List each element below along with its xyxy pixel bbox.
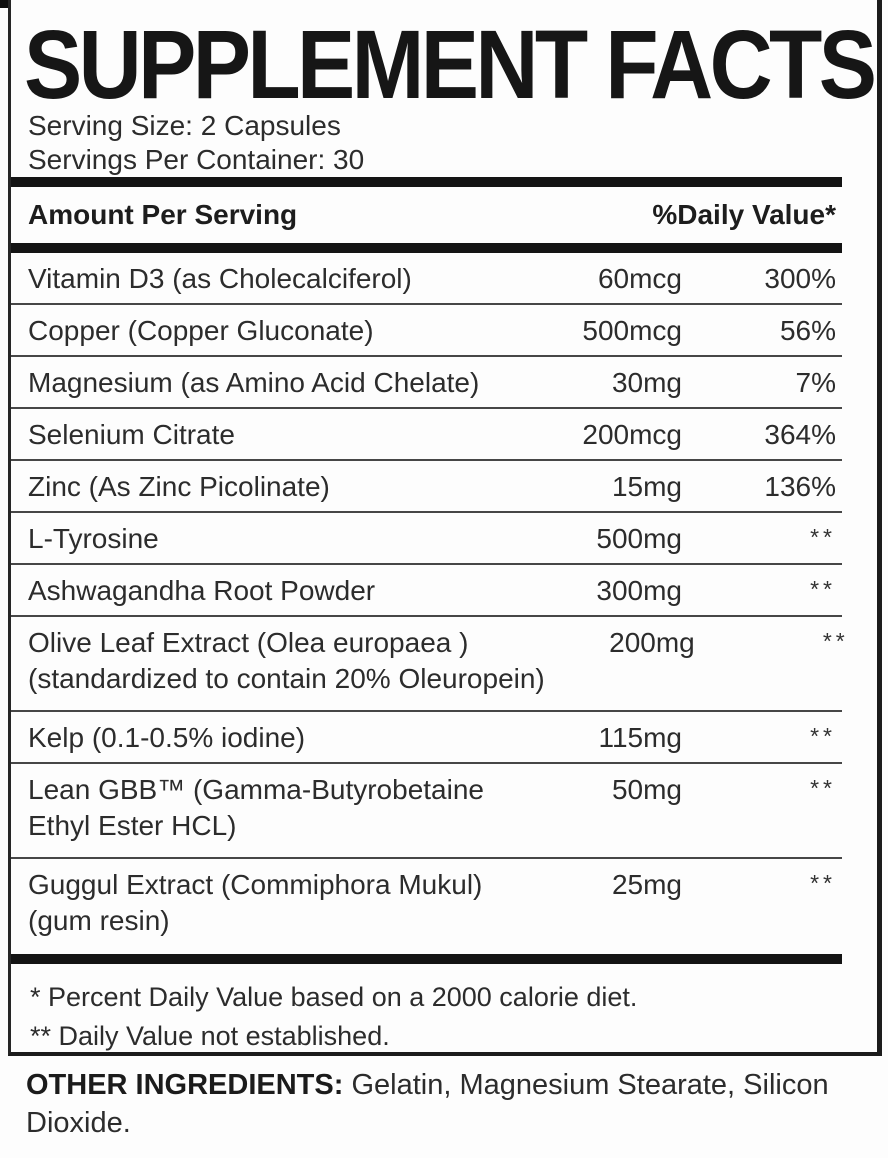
- not-established-footnote: ** Daily Value not established.: [30, 1021, 390, 1051]
- daily-value-header: %Daily Value*: [652, 199, 836, 230]
- table-row: Magnesium (as Amino Acid Chelate) 30mg 7…: [11, 357, 842, 409]
- ingredient-amount: 15mg: [611, 471, 682, 502]
- ingredient-name: Magnesium (as Amino Acid Chelate): [11, 365, 532, 401]
- ingredient-name: Ashwagandha Root Powder: [11, 573, 532, 609]
- ingredient-name-line2: Ethyl Ester HCL): [28, 810, 237, 841]
- table-row: Guggul Extract (Commiphora Mukul) (gum r…: [11, 859, 842, 954]
- serving-size-line: Serving Size: 2 Capsules: [28, 110, 341, 141]
- ingredient-name: Olive Leaf Extract (Olea europaea ) (sta…: [11, 625, 545, 697]
- amount-per-serving-header: Amount Per Serving: [28, 199, 298, 230]
- divider-bar-bottom: [11, 954, 842, 964]
- ingredient-amount: 25mg: [611, 869, 682, 900]
- ingredient-name-line1: Olive Leaf Extract (Olea europaea ): [28, 627, 469, 658]
- ingredient-name-line1: Zinc (As Zinc Picolinate): [28, 471, 330, 502]
- table-row: Ashwagandha Root Powder 300mg **: [11, 565, 842, 617]
- ingredient-name-line2: (standardized to contain 20% Oleuropein): [28, 663, 545, 694]
- serving-info: Serving Size: 2 Capsules Servings Per Co…: [28, 109, 364, 177]
- ingredient-amount: 30mg: [611, 367, 682, 398]
- ingredient-name-line1: Lean GBB™ (Gamma-Butyrobetaine: [28, 774, 484, 805]
- ingredient-name: Zinc (As Zinc Picolinate): [11, 469, 532, 505]
- ingredient-name: Vitamin D3 (as Cholecalciferol): [11, 261, 532, 297]
- table-row: Kelp (0.1-0.5% iodine) 115mg **: [11, 712, 842, 764]
- divider-bar-top: [11, 177, 842, 187]
- table-header-row: Amount Per Serving %Daily Value*: [11, 187, 842, 243]
- ingredient-name: L-Tyrosine: [11, 521, 532, 557]
- ingredient-daily-value: **: [810, 524, 836, 550]
- ingredient-daily-value: **: [810, 775, 836, 801]
- table-row: L-Tyrosine 500mg **: [11, 513, 842, 565]
- panel-title: SUPPLEMENT FACTS: [24, 10, 877, 119]
- table-row: Copper (Copper Gluconate) 500mcg 56%: [11, 305, 842, 357]
- table-row: Olive Leaf Extract (Olea europaea ) (sta…: [11, 617, 845, 712]
- table-row: Lean GBB™ (Gamma-Butyrobetaine Ethyl Est…: [11, 764, 842, 859]
- ingredient-amount: 115mg: [598, 722, 682, 753]
- ingredient-name-line1: Ashwagandha Root Powder: [28, 575, 376, 606]
- ingredient-daily-value: 56%: [779, 315, 836, 346]
- ingredient-name-line1: Copper (Copper Gluconate): [28, 315, 374, 346]
- ingredient-daily-value: **: [810, 576, 836, 602]
- ingredient-name: Kelp (0.1-0.5% iodine): [11, 720, 532, 756]
- table-row: Selenium Citrate 200mcg 364%: [11, 409, 842, 461]
- ingredient-name: Copper (Copper Gluconate): [11, 313, 532, 349]
- ingredient-name: Selenium Citrate: [11, 417, 532, 453]
- ingredient-daily-value: 7%: [795, 367, 836, 398]
- ingredient-daily-value: 300%: [764, 263, 836, 294]
- servings-per-container-line: Servings Per Container: 30: [28, 144, 365, 175]
- table-row: Vitamin D3 (as Cholecalciferol) 60mcg 30…: [11, 253, 842, 305]
- daily-value-footnote: * Percent Daily Value based on a 2000 ca…: [30, 982, 638, 1012]
- ingredient-amount: 50mg: [611, 774, 682, 805]
- ingredient-daily-value: 364%: [764, 419, 836, 450]
- ingredient-daily-value: 136%: [764, 471, 836, 502]
- ingredient-amount: 300mg: [596, 575, 682, 606]
- ingredient-amount: 200mg: [609, 627, 695, 658]
- ingredient-name-line1: Kelp (0.1-0.5% iodine): [28, 722, 306, 753]
- divider-bar-header: [11, 243, 842, 253]
- other-ingredients: OTHER INGREDIENTS: Gelatin, Magnesium St…: [26, 1066, 840, 1142]
- ingredient-amount: 500mg: [596, 523, 682, 554]
- other-ingredients-text: Gelatin, Magnesium Stearate, Silicon Dio…: [26, 1069, 829, 1139]
- ingredient-name-line2: (gum resin): [28, 905, 170, 936]
- supplement-rows: Vitamin D3 (as Cholecalciferol) 60mcg 30…: [11, 253, 845, 954]
- ingredient-name-line1: Magnesium (as Amino Acid Chelate): [28, 367, 480, 398]
- ingredient-name-line1: Guggul Extract (Commiphora Mukul): [28, 869, 483, 900]
- ingredient-name: Lean GBB™ (Gamma-Butyrobetaine Ethyl Est…: [11, 772, 532, 844]
- other-ingredients-label: OTHER INGREDIENTS:: [26, 1069, 344, 1101]
- supplement-table-body: Vitamin D3 (as Cholecalciferol) 60mcg 30…: [11, 253, 845, 1056]
- ingredient-amount: 200mcg: [582, 419, 682, 450]
- footnotes: * Percent Daily Value based on a 2000 ca…: [11, 964, 842, 1056]
- ingredient-daily-value: **: [822, 628, 849, 654]
- ingredient-amount: 60mcg: [597, 263, 682, 294]
- ingredient-daily-value: **: [810, 723, 836, 749]
- supplement-facts-panel: SUPPLEMENT FACTS Serving Size: 2 Capsule…: [8, 0, 882, 1056]
- ingredient-name-line1: Vitamin D3 (as Cholecalciferol): [28, 263, 412, 294]
- ingredient-name-line1: Selenium Citrate: [28, 419, 235, 450]
- ingredient-amount: 500mcg: [582, 315, 682, 346]
- table-row: Zinc (As Zinc Picolinate) 15mg 136%: [11, 461, 842, 513]
- ingredient-name: Guggul Extract (Commiphora Mukul) (gum r…: [11, 867, 532, 939]
- ingredient-name-line1: L-Tyrosine: [28, 523, 159, 554]
- ingredient-daily-value: **: [810, 870, 836, 896]
